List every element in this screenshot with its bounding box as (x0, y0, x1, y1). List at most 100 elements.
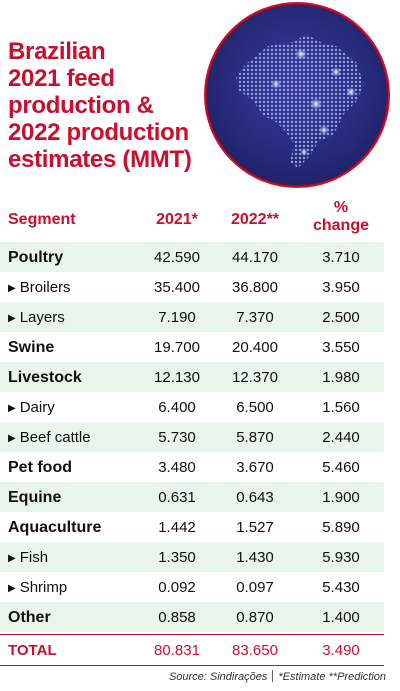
segment-label: Swine (8, 339, 54, 357)
value-change: 1.900 (322, 489, 360, 506)
value-2022: 36.800 (232, 279, 278, 296)
segment-name: Aquaculture (8, 519, 102, 536)
title-line: production & (8, 92, 154, 119)
footnote-text: *Estimate **Prediction (278, 671, 386, 683)
value-change: 5.890 (322, 519, 360, 536)
segment-label: Equine (8, 489, 61, 507)
segment-name: Broilers (19, 279, 71, 296)
segment-name: Layers (19, 309, 65, 326)
value-2021: 35.400 (154, 279, 200, 296)
table-row: Equine 0.631 0.643 1.900 (0, 482, 384, 512)
value-2022: 0.097 (236, 579, 274, 596)
segment-label: Poultry (8, 249, 63, 267)
value-2022: 6.500 (236, 399, 274, 416)
segment-label: ▶ Fish (8, 549, 48, 566)
table-header: Segment 2021* 2022** % change (0, 196, 400, 242)
segment-label: Pet food (8, 459, 72, 477)
value-change: 3.950 (322, 279, 360, 296)
segment-label: ▶ Broilers (8, 279, 71, 296)
change-header-line2: change (312, 217, 369, 234)
title-line: Brazilian (8, 38, 106, 65)
segment-name: Shrimp (19, 579, 68, 596)
column-header-change: % change (300, 199, 382, 235)
title-line: estimates (MMT) (8, 146, 192, 173)
divider (272, 670, 274, 682)
triangle-right-icon: ▶ (8, 313, 16, 324)
value-change: 2.440 (322, 429, 360, 446)
title-line: 2021 feed (8, 65, 115, 92)
segment-label: ▶ Layers (8, 309, 65, 326)
table-row: ▶ Beef cattle 5.730 5.870 2.440 (0, 422, 384, 452)
value-2021: 19.700 (154, 339, 200, 356)
table-row: ▶ Layers 7.190 7.370 2.500 (0, 302, 384, 332)
value-2022: 0.643 (236, 489, 274, 506)
value-2021: 7.190 (158, 309, 196, 326)
segment-name: Other (8, 609, 51, 626)
table-row: ▶ Shrimp 0.092 0.097 5.430 (0, 572, 384, 602)
value-2022: 44.170 (232, 249, 278, 266)
value-2022: 0.870 (236, 609, 274, 626)
value-change: 3.710 (322, 249, 360, 266)
value-2021: 6.400 (158, 399, 196, 416)
value-change: 1.980 (322, 369, 360, 386)
segment-name: Pet food (8, 459, 72, 476)
value-2021: 1.350 (158, 549, 196, 566)
triangle-right-icon: ▶ (8, 583, 16, 594)
table-row: Swine 19.700 20.400 3.550 (0, 332, 384, 362)
change-header-line1: % (333, 199, 349, 216)
value-change: 2.500 (322, 309, 360, 326)
segment-name: Poultry (8, 249, 64, 266)
value-2022: 7.370 (236, 309, 274, 326)
value-change: 3.550 (322, 339, 360, 356)
value-2021: 0.858 (158, 609, 196, 626)
chart-title: Brazilian 2021 feed production & 2022 pr… (8, 38, 218, 173)
source-note: Source: Sindirações *Estimate **Predictio… (169, 670, 386, 683)
value-change: 1.560 (322, 399, 360, 416)
value-change: 1.400 (322, 609, 360, 626)
segment-label: ▶ Shrimp (8, 579, 67, 596)
triangle-right-icon: ▶ (8, 403, 16, 414)
segment-name: Dairy (19, 399, 55, 416)
source-text: Source: Sindirações (168, 671, 268, 683)
segment-name: Equine (8, 489, 62, 506)
value-2021: 0.631 (158, 489, 196, 506)
table-row: Poultry 42.590 44.170 3.710 (0, 242, 384, 272)
segment-label: ▶ Beef cattle (8, 429, 91, 446)
segment-label: ▶ Dairy (8, 399, 55, 416)
title-line: 2022 production (8, 119, 189, 146)
triangle-right-icon: ▶ (8, 553, 16, 564)
segment-name: Swine (8, 339, 55, 356)
value-2022: 1.430 (236, 549, 274, 566)
total-change: 3.490 (322, 642, 360, 659)
value-2022: 20.400 (232, 339, 278, 356)
value-2022: 12.370 (232, 369, 278, 386)
value-2021: 12.130 (154, 369, 200, 386)
value-2021: 5.730 (158, 429, 196, 446)
segment-name: Livestock (8, 369, 82, 386)
value-2021: 0.092 (158, 579, 196, 596)
column-header-2021: 2021* (156, 211, 198, 228)
value-change: 5.430 (322, 579, 360, 596)
value-2021: 42.590 (154, 249, 200, 266)
total-row: TOTAL 80.831 83.650 3.490 (0, 634, 384, 666)
value-2022: 3.670 (236, 459, 274, 476)
table-row: Pet food 3.480 3.670 5.460 (0, 452, 384, 482)
segment-name: Beef cattle (19, 429, 91, 446)
table-row: ▶ Broilers 35.400 36.800 3.950 (0, 272, 384, 302)
total-label: TOTAL (8, 642, 57, 659)
table-row: Aquaculture 1.442 1.527 5.890 (0, 512, 384, 542)
value-2021: 1.442 (158, 519, 196, 536)
table-row: ▶ Dairy 6.400 6.500 1.560 (0, 392, 384, 422)
segment-name: Fish (19, 549, 49, 566)
triangle-right-icon: ▶ (8, 283, 16, 294)
value-change: 5.460 (322, 459, 360, 476)
segment-label: Aquaculture (8, 519, 101, 537)
segment-label: Other (8, 609, 51, 627)
total-2022: 83.650 (232, 642, 278, 659)
segment-label: Livestock (8, 369, 82, 387)
total-2021: 80.831 (154, 642, 200, 659)
table-row: Other 0.858 0.870 1.400 (0, 602, 384, 632)
value-2021: 3.480 (158, 459, 196, 476)
value-change: 5.930 (322, 549, 360, 566)
table-body: Poultry 42.590 44.170 3.710 ▶ Broilers 35.400 3… (0, 242, 400, 632)
